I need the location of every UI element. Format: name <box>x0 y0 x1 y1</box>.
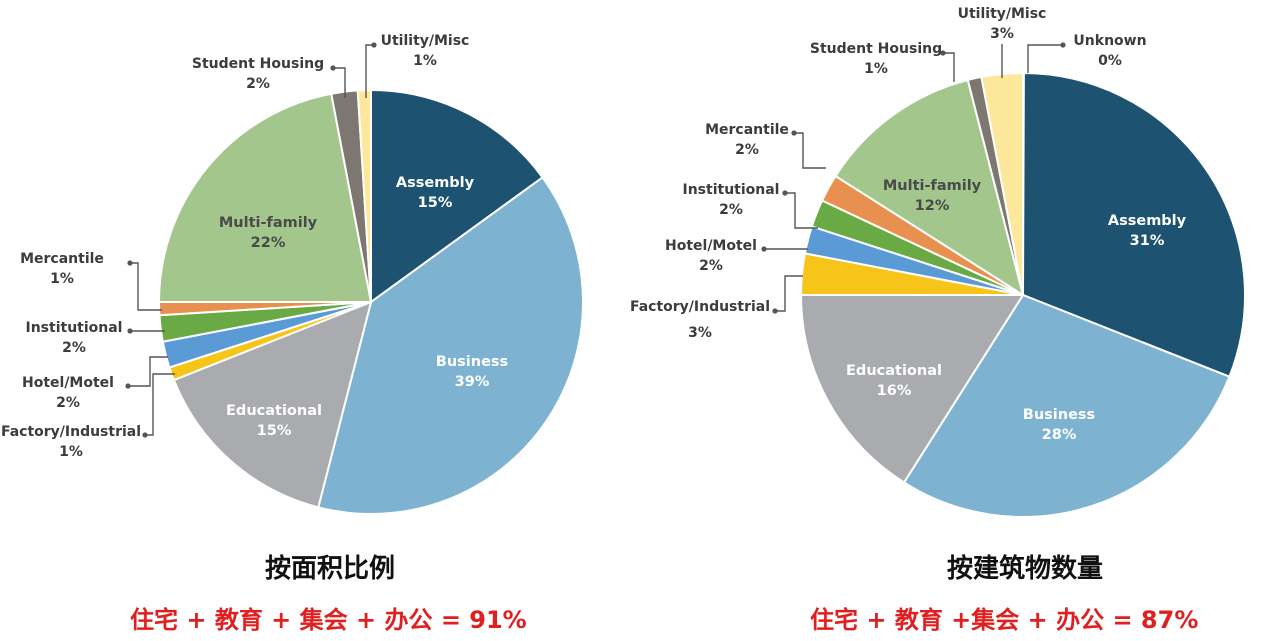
leader-line-unknown <box>1027 44 1063 73</box>
leader-dot-hotel-motel <box>125 383 131 389</box>
leader-line-factory-industrial <box>145 373 175 436</box>
leader-line-hotel-motel <box>128 356 168 387</box>
slice-label-business: Business 39% <box>436 354 508 390</box>
leader-dot-mercantile <box>127 260 133 266</box>
leader-dot-unknown <box>1060 42 1066 48</box>
leader-line-institutional <box>785 192 818 229</box>
slice-label-student-housing: Student Housing 1% <box>810 41 942 77</box>
slice-label-multi-family: Multi-family 12% <box>883 178 982 214</box>
leader-line-factory-industrial <box>775 275 803 312</box>
leader-dot-mercantile <box>791 130 797 136</box>
leader-line-student-housing <box>943 52 955 82</box>
pie-slice-assembly <box>1022 72 1246 378</box>
pie-slice-assembly <box>370 89 544 303</box>
chart-title-by-count: 按建筑物数量 <box>947 554 1104 584</box>
leader-dot-student-housing <box>330 65 336 71</box>
slice-label-mercantile: Mercantile 1% <box>20 251 104 287</box>
leader-dot-hotel-motel <box>761 246 767 252</box>
slice-label-multi-family: Multi-family 22% <box>219 215 318 251</box>
leader-line-mercantile <box>130 262 162 311</box>
pie-slice-educational <box>800 294 1024 484</box>
pie-slice-multi-family <box>158 92 372 303</box>
slice-label-educational: Educational 16% <box>846 363 942 399</box>
leader-line-mercantile <box>794 132 826 169</box>
leader-line-utility-misc <box>365 44 374 98</box>
pie-slice-educational <box>172 301 372 509</box>
slice-label-business: Business 28% <box>1023 407 1095 443</box>
pie-slice-business <box>903 294 1231 518</box>
pie-slice-multi-family <box>834 78 1024 296</box>
slice-label-institutional: Institutional 2% <box>683 182 780 218</box>
leader-dot-factory-industrial <box>772 308 778 314</box>
leader-dot-factory-industrial <box>142 432 148 438</box>
pie-slice-utility-misc <box>356 89 372 303</box>
slice-label-educational: Educational 15% <box>226 403 322 439</box>
slice-label-unknown: Unknown 0% <box>1073 33 1146 69</box>
slice-label-factory-industrial: Factory/Industrial 1% <box>1 424 141 460</box>
slice-label-student-housing: Student Housing 2% <box>192 56 324 92</box>
slice-label-hotel-motel: Hotel/Motel 2% <box>22 375 114 411</box>
slice-label-assembly: Assembly 15% <box>396 175 475 211</box>
pie-chart-by-count: Assembly 31% Business 28% Educational 16% Fact… <box>630 6 1246 518</box>
leader-line-student-housing <box>333 67 346 98</box>
leader-dot-utility-misc <box>371 42 377 48</box>
slice-label-utility-misc: Utility/Misc 3% <box>958 6 1047 42</box>
slice-label-institutional: Institutional 2% <box>26 320 123 356</box>
slice-label-mercantile: Mercantile 2% <box>705 122 789 158</box>
slice-label-hotel-motel: Hotel/Motel 2% <box>665 238 757 274</box>
leader-dot-institutional <box>782 190 788 196</box>
chart-title-by-area: 按面积比例 <box>265 554 396 584</box>
pie-slice-unknown <box>1022 71 1025 296</box>
leader-dot-institutional <box>127 328 133 334</box>
slice-label-assembly: Assembly 31% <box>1108 213 1187 249</box>
summary-by-area: 住宅 + 教育 + 集会 + 办公 = 91% <box>130 606 527 634</box>
summary-by-count: 住宅 + 教育 +集会 + 办公 = 87% <box>810 606 1199 634</box>
pie-slice-business <box>317 176 584 515</box>
slice-label-utility-misc: Utility/Misc 1% <box>381 33 470 69</box>
leader-dot-student-housing <box>940 50 946 56</box>
pie-chart-by-area: Assembly 15% Business 39% Educational 15% Fact… <box>1 33 584 515</box>
slice-label-factory-industrial: Factory/Industrial 3% <box>630 299 770 341</box>
